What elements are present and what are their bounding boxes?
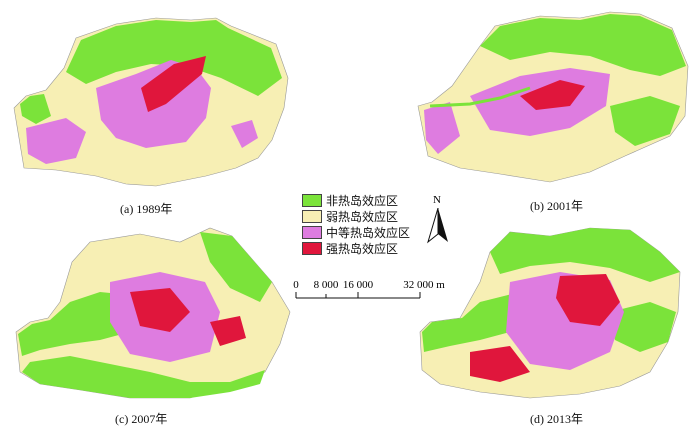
legend-swatch bbox=[302, 241, 322, 255]
legend-swatch bbox=[302, 193, 322, 207]
map-2001 bbox=[417, 11, 689, 183]
scale-tick-3: 32 000 m bbox=[403, 279, 445, 291]
legend-label: 非热岛效应区 bbox=[326, 193, 399, 208]
legend-item-non-heat-island: 非热岛效应区 bbox=[302, 192, 422, 208]
scale-tick-2: 16 000 bbox=[343, 279, 374, 291]
legend-label: 弱热岛效应区 bbox=[326, 209, 399, 224]
legend: 非热岛效应区 弱热岛效应区 中等热岛效应区 强热岛效应区 bbox=[302, 192, 422, 256]
legend-item-strong-heat-island: 强热岛效应区 bbox=[302, 240, 422, 256]
legend-item-medium-heat-island: 中等热岛效应区 bbox=[302, 224, 422, 240]
scale-tick-1: 8 000 bbox=[314, 279, 339, 291]
legend-swatch bbox=[302, 209, 322, 223]
legend-label: 强热岛效应区 bbox=[326, 241, 399, 256]
map-2007 bbox=[15, 227, 291, 399]
map-caption-2001: (b) 2001年 bbox=[530, 199, 583, 213]
scale-bar: 0 8 000 16 000 32 000 m bbox=[293, 279, 445, 299]
north-arrow-icon bbox=[427, 208, 448, 244]
scale-tick-0: 0 bbox=[293, 279, 299, 291]
map-caption-1989: (a) 1989年 bbox=[120, 202, 173, 216]
legend-label: 中等热岛效应区 bbox=[326, 225, 411, 240]
north-label: N bbox=[433, 194, 441, 206]
map-1989 bbox=[13, 17, 289, 187]
map-2013 bbox=[419, 227, 681, 399]
map-caption-2013: (d) 2013年 bbox=[530, 412, 583, 426]
legend-item-weak-heat-island: 弱热岛效应区 bbox=[302, 208, 422, 224]
legend-swatch bbox=[302, 225, 322, 239]
map-caption-2007: (c) 2007年 bbox=[115, 412, 168, 426]
